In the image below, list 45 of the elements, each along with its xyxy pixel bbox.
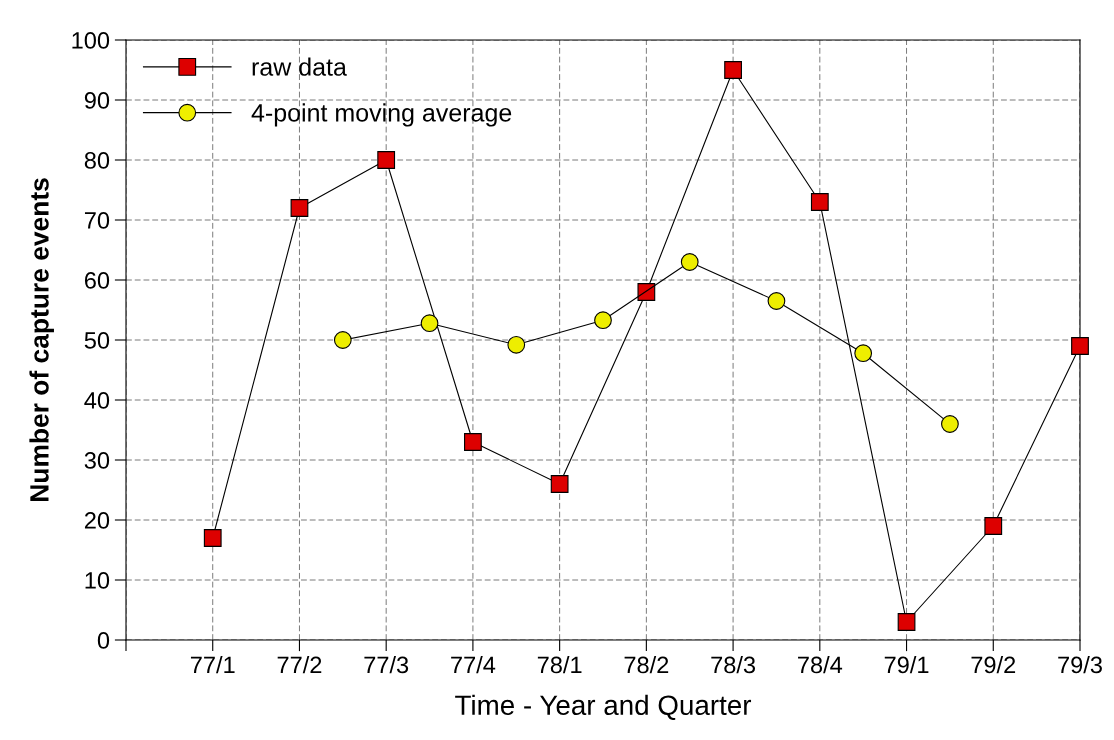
point [507, 335, 526, 354]
x-tick-label: 78/3 [711, 655, 756, 674]
point [464, 433, 482, 451]
x-tick-label: 79/3 [1058, 655, 1102, 674]
y-axis-title: Number of capture events [29, 178, 54, 501]
point [767, 292, 786, 310]
y-tick-label: 90 [84, 92, 110, 109]
x-tick-label: 77/2 [277, 655, 322, 674]
y-tick-label: 50 [84, 332, 110, 349]
x-tick-label: 78/4 [798, 655, 843, 674]
x-tick-label: 78/1 [537, 655, 582, 674]
y-tick-label: 10 [85, 572, 110, 589]
y-tick-label: 40 [84, 392, 110, 409]
x-axis-title: Time - Year and Quarter [455, 694, 752, 721]
y-tick-label: 100 [72, 32, 110, 49]
point [810, 193, 829, 211]
legend-label: 4-point moving average [251, 103, 512, 127]
point [897, 613, 916, 631]
point [290, 199, 309, 217]
point [637, 283, 656, 301]
point [724, 61, 742, 79]
point [377, 151, 396, 169]
point [680, 253, 699, 271]
y-tick-label: 60 [84, 272, 110, 289]
point [1071, 337, 1089, 355]
point [854, 344, 873, 363]
point [333, 331, 352, 349]
y-tick-label: 80 [84, 152, 110, 169]
point [594, 311, 612, 330]
x-tick-label: 77/4 [451, 655, 496, 674]
point [550, 475, 569, 493]
x-tick-label: 77/1 [190, 655, 235, 674]
x-tick-label: 77/3 [364, 655, 409, 674]
y-tick-label: 70 [84, 212, 110, 229]
point [984, 517, 1003, 535]
x-tick-label: 79/2 [971, 655, 1016, 674]
y-tick-label: 20 [84, 512, 110, 529]
point [941, 415, 959, 433]
point [420, 314, 439, 333]
legend-label: raw data [252, 57, 347, 76]
y-tick-label: 30 [84, 452, 110, 469]
x-tick-label: 78/2 [624, 655, 669, 674]
y-tick-label: 0 [97, 632, 110, 649]
point [203, 529, 222, 547]
x-tick-label: 79/1 [884, 655, 929, 674]
